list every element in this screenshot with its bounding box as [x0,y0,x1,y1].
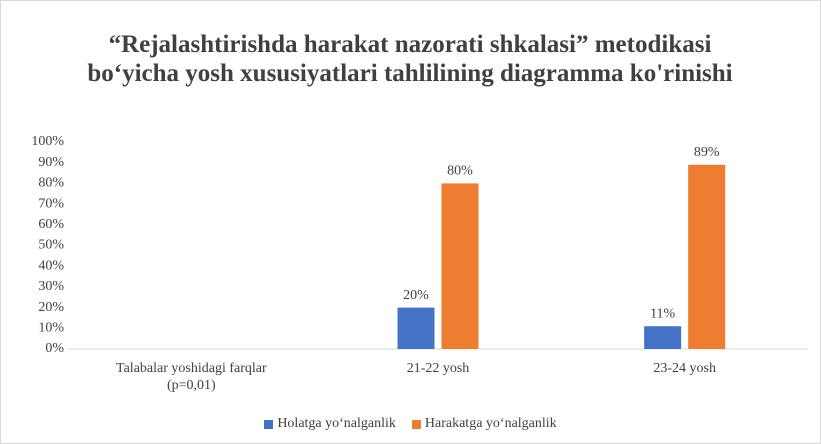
x-tick-label: Talabalar yoshidagi farqlar (p=0,01) [116,361,267,393]
chart-title: “Rejalashtirishda harakat nazorati shkal… [87,31,733,87]
bar [441,183,479,349]
bar [644,326,682,349]
y-tick-label: 80% [38,176,64,191]
legend-label: Holatga yo‘nalganlik [277,416,396,431]
y-tick-label: 60% [38,217,64,232]
data-label: 20% [403,288,429,303]
data-label: 89% [694,145,720,160]
data-label: 80% [447,164,473,179]
legend-swatch [264,419,274,429]
x-tick-label: 21-22 yosh [406,361,470,376]
data-label: 11% [650,306,675,321]
legend-item: Holatga yo‘nalganlik [264,416,396,432]
y-tick-label: 20% [38,300,64,315]
y-tick-label: 50% [38,238,64,253]
y-tick-label: 0% [45,341,64,356]
legend-item: Harakatga yo‘nalganlik [411,416,557,432]
y-tick-label: 40% [38,258,64,273]
y-tick-label: 90% [38,155,64,170]
legend-label: Harakatga yo‘nalganlik [424,416,557,431]
y-tick-label: 10% [38,321,64,336]
y-tick-label: 100% [31,134,64,149]
x-tick-label: 23-24 yosh [653,361,716,376]
y-tick-label: 70% [38,196,64,211]
bar [397,307,435,349]
y-tick-label: 30% [38,279,64,294]
legend: Holatga yo‘nalganlik Harakatga yo‘nalganl… [0,416,821,434]
bar [688,164,726,349]
legend-swatch [411,419,421,429]
